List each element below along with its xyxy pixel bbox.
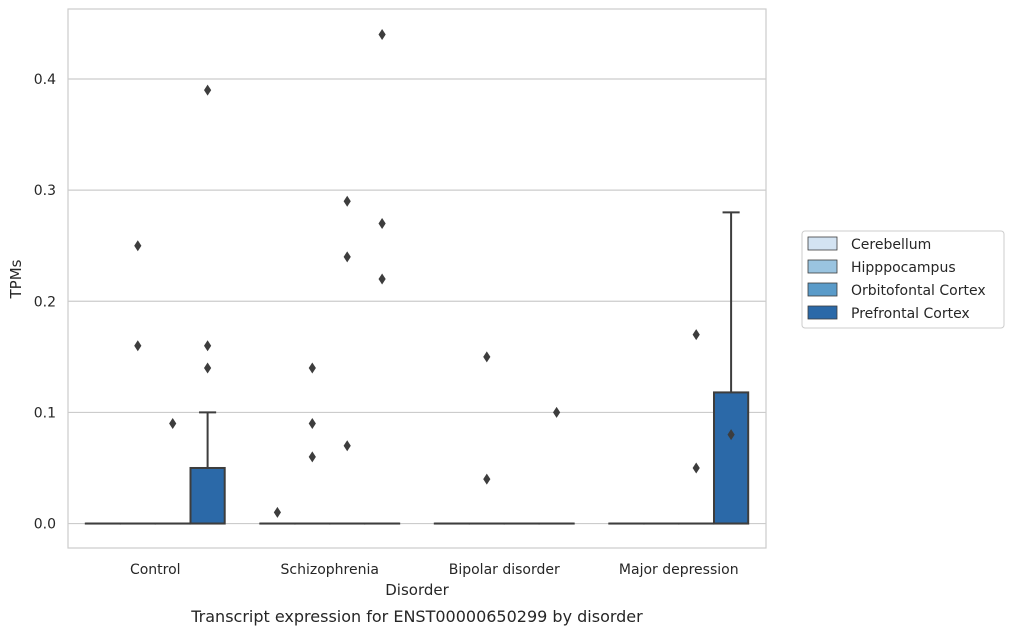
outlier-point <box>343 251 351 263</box>
box-group <box>189 84 226 525</box>
outlier-point <box>273 506 281 518</box>
box-group <box>154 418 191 525</box>
y-axis-label: TPMs <box>7 259 25 299</box>
plot-frame <box>67 8 767 549</box>
figure-caption: Transcript expression for ENST0000065029… <box>190 607 643 626</box>
x-tick-label: Major depression <box>619 562 739 578</box>
x-tick-label: Bipolar disorder <box>449 562 560 578</box>
outlier-point <box>204 340 212 352</box>
y-axis-ticks: 0.0 0.1 0.2 0.3 0.4 <box>34 72 56 533</box>
y-tick-label: 0.3 <box>34 183 56 199</box>
box-group <box>678 329 715 525</box>
outlier-point <box>308 362 316 374</box>
box-body <box>712 391 750 525</box>
grid-lines <box>68 78 766 525</box>
legend-entry: Orbitofontal Cortex <box>851 283 986 299</box>
box-body <box>189 466 226 525</box>
legend-frame <box>801 230 1005 329</box>
legend-entry: Prefrontal Cortex <box>851 306 970 322</box>
outlier-point <box>204 84 212 96</box>
legend-swatch <box>807 282 838 297</box>
legend-swatch <box>807 259 838 274</box>
box-group <box>259 506 296 525</box>
x-axis-label: Disorder <box>385 581 449 599</box>
chart-marks <box>84 29 750 525</box>
outlier-point <box>308 418 316 430</box>
outlier-point <box>378 217 386 229</box>
legend: Cerebellum Hipppocampus Orbitofontal Corte… <box>801 230 1005 329</box>
outlier-point <box>204 362 212 374</box>
x-tick-label: Control <box>130 562 181 578</box>
box-group <box>329 195 366 525</box>
legend-entry: Hipppocampus <box>851 260 956 276</box>
outlier-point <box>378 29 386 41</box>
outlier-point <box>483 473 491 485</box>
outlier-point <box>134 240 142 252</box>
box-group <box>363 29 401 525</box>
x-axis-ticks: Control Schizophrenia Bipolar disorder Majo… <box>130 562 739 578</box>
outlier-point <box>308 451 316 463</box>
outlier-point <box>692 462 700 474</box>
y-tick-label: 0.4 <box>34 72 56 88</box>
legend-entry: Cerebellum <box>851 237 931 253</box>
x-tick-label: Schizophrenia <box>281 562 379 578</box>
box-group <box>538 406 575 525</box>
box-group <box>468 351 505 525</box>
box-group <box>119 240 156 525</box>
y-tick-label: 0.0 <box>34 517 56 533</box>
legend-swatch <box>807 236 838 251</box>
legend-swatch <box>807 305 838 320</box>
outlier-point <box>343 195 351 207</box>
box-group <box>712 211 750 525</box>
outlier-point <box>343 440 351 452</box>
outlier-point <box>692 329 700 341</box>
outlier-point <box>553 406 561 418</box>
outlier-point <box>378 273 386 285</box>
box-group <box>294 362 331 525</box>
y-tick-label: 0.1 <box>34 405 56 421</box>
outlier-point <box>169 418 177 430</box>
outlier-point <box>483 351 491 363</box>
outlier-point <box>727 429 735 441</box>
y-tick-label: 0.2 <box>34 294 56 310</box>
outlier-point <box>134 340 142 352</box>
